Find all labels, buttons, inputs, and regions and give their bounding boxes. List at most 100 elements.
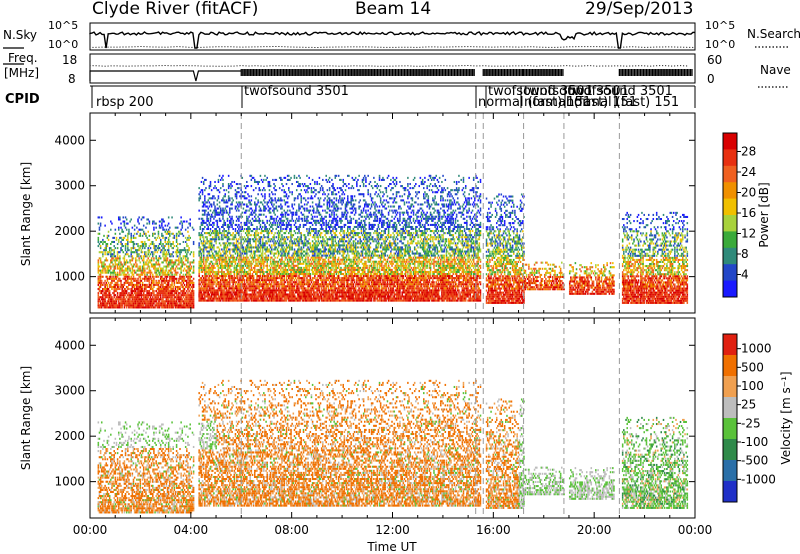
power-cell [117,253,119,255]
power-cell [121,229,123,231]
power-cell [128,276,130,278]
power-cell [112,298,114,300]
power-cell [116,278,118,280]
power-cell [107,276,109,278]
power-cell [117,294,119,296]
power-cell [113,292,115,294]
power-cell [106,249,108,251]
power-cell [108,268,110,270]
power-cell [100,257,102,259]
power-cell [106,247,108,249]
cpid-mode: normal (fast) 151 [566,95,679,110]
power-cell [135,257,137,259]
power-cell [115,272,117,274]
power-cell [128,288,130,290]
power-cell [121,243,123,245]
power-cell [112,263,114,265]
power-cell [124,225,126,227]
freq-label-line2: [MHz] [4,66,39,80]
noise-right-tick-low: 10^0 [705,38,735,51]
power-cell [124,296,126,298]
cpid-label: CPID [5,92,40,107]
power-cell [118,227,120,229]
power-cell [133,257,135,259]
power-cell [133,266,135,268]
power-cell [127,286,129,288]
power-cell [120,261,122,263]
power-cell [99,229,101,231]
power-cell [115,266,117,268]
power-cell [123,231,125,233]
power-cell [117,247,119,249]
power-cell [128,231,130,233]
power-cell [128,249,130,251]
power-cell [100,286,102,288]
power-cell [133,274,135,276]
power-cell [124,257,126,259]
power-cell [132,268,134,270]
power-cell [135,290,137,292]
power-cell [117,255,119,257]
power-cell [121,268,123,270]
nave-label: Nave [760,63,791,77]
power-cell [123,266,125,268]
nave-tick-high: 60 [707,53,722,67]
noise-panel-frame [90,23,695,50]
power-cell [120,282,122,284]
power-cell [126,306,128,308]
power-cell [115,294,117,296]
power-cell [100,274,102,276]
power-cell [117,272,119,274]
power-cell [126,274,128,276]
power-cell [126,259,128,261]
power-cell [132,259,134,261]
power-cell [135,261,137,263]
power-cell [115,286,117,288]
power-cell [98,294,100,296]
power-cell [130,239,132,241]
power-cell [127,272,129,274]
power-cell [129,298,131,300]
power-cell [99,227,101,229]
power-cell [130,235,132,237]
power-cell [104,251,106,253]
power-cell [102,253,104,255]
power-cell [124,221,126,223]
power-cell [107,259,109,261]
power-cell [125,294,127,296]
power-cell [115,233,117,235]
power-cell [110,229,112,231]
power-cell [110,294,112,296]
power-cell [124,223,126,225]
power-cell [102,243,104,245]
power-cell [130,237,132,239]
power-cell [125,247,127,249]
power-cell [98,259,100,261]
power-cell [99,266,101,268]
power-cell [127,239,129,241]
cpid-panel: CPID rbsp 200 twofsound 3501 twofsound 3… [5,84,695,110]
power-cell [124,237,126,239]
power-cell [125,298,127,300]
power-cell [130,253,132,255]
power-cell [135,237,137,239]
power-cell [129,261,131,263]
freq-label-line1: Freq. [8,51,38,65]
power-cell [112,276,114,278]
cpid-mode: rbsp 200 [96,95,154,110]
power-cell [132,288,134,290]
power-cell [120,280,122,282]
power-cell [98,268,100,270]
power-cell [113,251,115,253]
power-cell [98,237,100,239]
power-cell [98,239,100,241]
power-cell [108,239,110,241]
power-cell [119,278,121,280]
power-cell [102,290,104,292]
power-cell [104,241,106,243]
power-cell [113,245,115,247]
power-cell [116,239,118,241]
power-cell [98,223,100,225]
power-cell [125,288,127,290]
beam-title: Beam 14 [355,0,431,19]
